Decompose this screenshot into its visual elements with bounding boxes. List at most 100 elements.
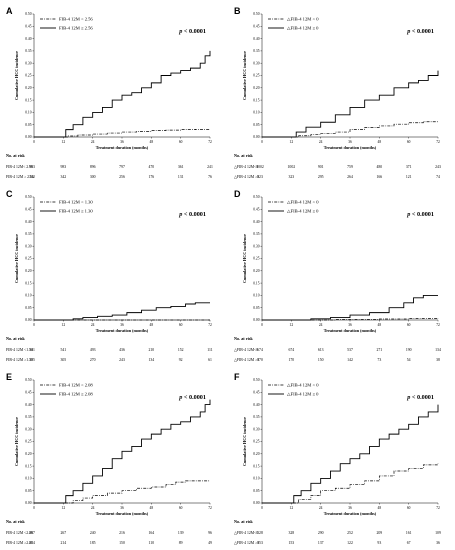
x-tick-label: 72 [436,323,440,327]
risk-cell: 267 [29,531,35,535]
y-tick-label: 0.50 [25,378,31,382]
y-tick-label: 0.05 [253,306,259,310]
y-tick-label: 0.35 [253,415,259,419]
p-value-label: p < 0.0001 [178,394,206,401]
legend-label: FIB-4 12M < 2.56 [59,17,93,22]
y-tick-label: 0.50 [253,12,259,16]
risk-cell: 797 [119,165,125,169]
risk-cell: 153 [288,541,294,545]
chart-panel-b: B 0.00 0.05 0.10 0.15 0.20 0.25 0.30 0.35 0.40 0.4… [234,6,441,179]
x-tick-label: 0 [261,140,263,144]
chart-panel-a: A 0.00 0.05 0.10 0.15 0.20 0.25 0.30 0.35 0.40 0.4… [6,6,213,179]
x-tick-label: 60 [407,506,411,510]
y-axis-title: Cumulative HCC incidence [14,51,19,100]
y-tick-label: 0.35 [25,49,31,53]
risk-cell: 256 [119,175,125,179]
y-tick-label: 0.00 [253,318,259,322]
x-tick-label: 60 [179,323,183,327]
x-tick-label: 72 [208,506,212,510]
risk-cell: 214 [60,541,66,545]
risk-cell: 300 [90,175,96,179]
series-line-dashdot [34,129,210,138]
panel-label: E [6,372,12,382]
series-line-solid [262,404,439,504]
legend-label: FIB-4 12M ≥ 2.08 [59,392,93,397]
y-tick-label: 0.00 [25,135,31,139]
risk-cell: 185 [90,541,96,545]
risk-cell: 267 [60,531,66,535]
risk-cell: 759 [347,165,353,169]
risk-cell: 436 [119,348,125,352]
risk-cell: 305 [60,358,66,362]
panel-label: A [6,6,13,16]
risk-cell: 328 [288,531,294,535]
risk-row-label: △FIB-4 12M<0 [234,348,258,352]
p-value-label: p < 0.0001 [406,28,434,35]
risk-cell: 264 [347,175,353,179]
y-axis-title: Cumulative HCC incidence [14,417,19,466]
risk-cell: 305 [29,358,35,362]
series-line-solid [34,50,211,138]
x-axis-title: Treatment duration (months) [96,328,149,333]
x-tick-label: 72 [436,506,440,510]
y-tick-label: 0.20 [25,86,31,90]
x-tick-label: 0 [261,506,263,510]
risk-cell: 896 [90,165,96,169]
chart-panel-f: F 0.00 0.05 0.10 0.15 0.20 0.25 0.30 0.35 0.40 0.4… [234,372,441,545]
y-tick-label: 0.15 [253,281,259,285]
x-tick-label: 48 [378,323,382,327]
risk-cell: 210 [148,348,154,352]
series-line-solid [262,294,438,321]
x-tick-label: 48 [378,140,382,144]
risk-cell: 150 [119,541,125,545]
risk-cell: 96 [208,531,212,535]
risk-cell: 290 [318,531,324,535]
chart-panel-e: E 0.00 0.05 0.10 0.15 0.20 0.25 0.30 0.35 0.40 0.4… [6,372,212,545]
x-tick-label: 36 [120,506,124,510]
y-tick-label: 0.10 [25,477,31,481]
y-tick-label: 0.40 [25,220,31,224]
y-tick-label: 0.40 [253,403,259,407]
y-tick-label: 0.15 [25,464,31,468]
y-tick-label: 0.30 [253,61,259,65]
x-tick-label: 60 [407,140,411,144]
risk-cell: 241 [207,165,213,169]
risk-row-label: △FIB-4 12M ≥0 [234,541,259,545]
chart-panel-d: D 0.00 0.05 0.10 0.15 0.20 0.25 0.30 0.35 0.40 0.4… [234,189,441,362]
y-tick-label: 0.00 [253,501,259,505]
legend-label: △FIB-4 12M < 0 [287,200,319,205]
risk-cell: 901 [318,165,324,169]
panel-label: F [234,372,240,382]
risk-cell: 139 [178,531,184,535]
y-tick-label: 0.30 [25,244,31,248]
risk-cell: 61 [208,358,212,362]
risk-row-label: FIB-4 12M ≥1.30 [6,358,33,362]
risk-cell: 214 [29,541,35,545]
risk-cell: 371 [406,165,412,169]
x-tick-label: 0 [261,323,263,327]
panel-label: B [234,6,241,16]
risk-cell: 153 [257,541,263,545]
risk-cell: 252 [347,531,353,535]
y-tick-label: 0.30 [25,427,31,431]
risk-cell: 271 [376,348,382,352]
x-tick-label: 24 [319,323,323,327]
p-value-label: p < 0.0001 [406,394,434,401]
risk-row-label: FIB-4 12M ≥2.08 [6,541,33,545]
x-tick-label: 36 [120,140,124,144]
y-tick-label: 0.00 [253,135,259,139]
y-tick-label: 0.20 [253,86,259,90]
risk-cell: 142 [347,358,353,362]
risk-cell: 674 [257,348,263,352]
x-axis-title: Treatment duration (months) [96,145,149,150]
series-line-dashdot [262,121,439,138]
legend-label: FIB-4 12M < 2.08 [59,383,93,388]
y-tick-label: 0.45 [25,391,31,395]
risk-cell: 537 [347,348,353,352]
risk-row-label: FIB-4 12M <2.08 [6,531,33,535]
risk-cell: 674 [288,348,294,352]
risk-row-label: △FIB-4 12M ≥0 [234,358,259,362]
x-tick-label: 48 [150,506,154,510]
series-line-dashdot [262,463,439,504]
x-axis-title: Treatment duration (months) [324,145,377,150]
